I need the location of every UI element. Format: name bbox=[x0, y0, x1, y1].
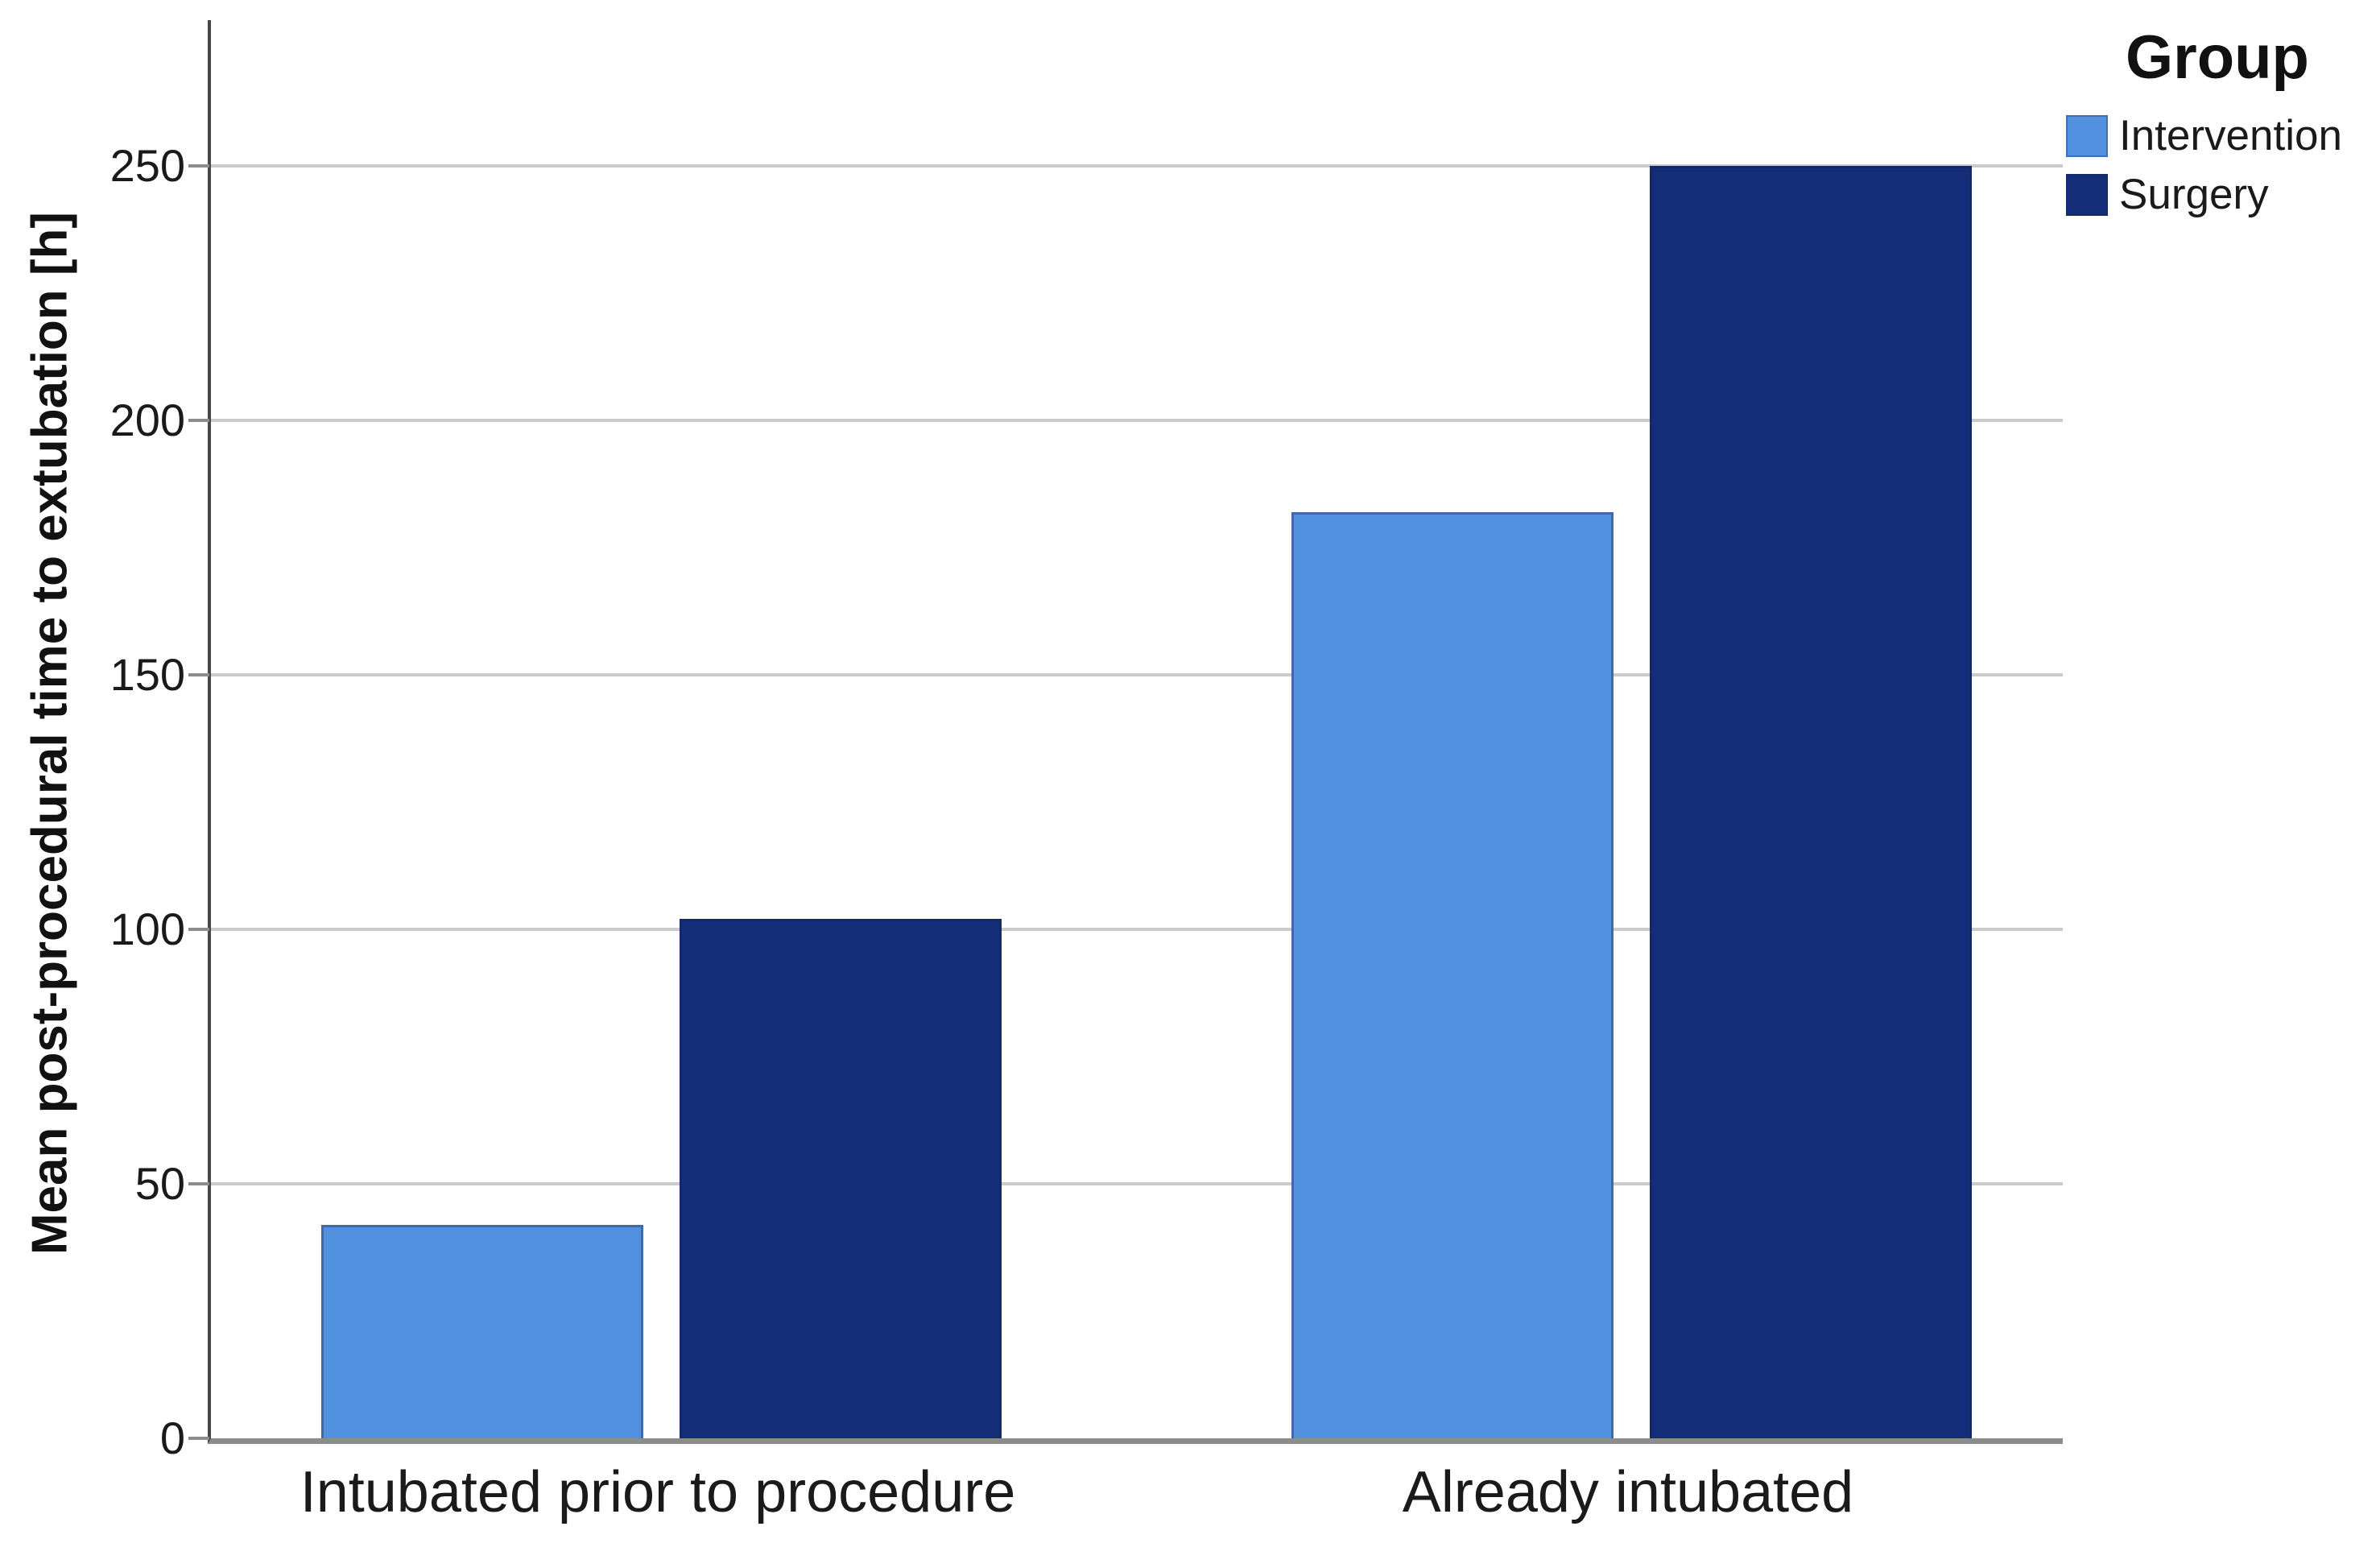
y-tick-mark bbox=[188, 419, 209, 422]
legend: Group Intervention Surgery bbox=[2066, 24, 2342, 229]
y-tick-label: 200 bbox=[109, 395, 185, 445]
y-tick-label: 150 bbox=[109, 649, 185, 700]
x-category-label: Intubated prior to procedure bbox=[300, 1460, 1016, 1524]
legend-item: Intervention bbox=[2066, 111, 2342, 160]
gridline bbox=[211, 1182, 2063, 1185]
y-tick-label: 0 bbox=[159, 1413, 185, 1463]
bar-intervention-group1 bbox=[321, 1225, 643, 1438]
legend-swatch-intervention bbox=[2066, 114, 2108, 157]
gridline bbox=[211, 673, 2063, 676]
legend-item: Surgery bbox=[2066, 170, 2342, 219]
legend-item-label: Surgery bbox=[2119, 171, 2269, 218]
gridline bbox=[211, 419, 2063, 422]
bar-surgery-group1 bbox=[680, 919, 1002, 1438]
y-tick-label: 100 bbox=[109, 904, 185, 954]
y-tick-mark bbox=[188, 1182, 209, 1185]
bar-intervention-group2 bbox=[1291, 512, 1614, 1438]
y-tick-mark bbox=[188, 1437, 209, 1440]
bar-surgery-group2 bbox=[1650, 166, 1972, 1438]
plot-area bbox=[208, 20, 2063, 1444]
x-category-label: Already intubated bbox=[1402, 1460, 1854, 1524]
gridline bbox=[211, 164, 2063, 168]
legend-items: Intervention Surgery bbox=[2066, 111, 2342, 219]
legend-item-label: Intervention bbox=[2119, 112, 2342, 159]
legend-swatch-surgery bbox=[2066, 173, 2108, 216]
y-tick-mark bbox=[188, 164, 209, 168]
y-axis-title: Mean post-procedural time to extubation … bbox=[22, 211, 78, 1255]
y-tick-label: 250 bbox=[109, 140, 185, 191]
y-tick-mark bbox=[188, 673, 209, 676]
y-tick-mark bbox=[188, 928, 209, 931]
legend-title: Group bbox=[2126, 23, 2309, 92]
y-tick-label: 50 bbox=[134, 1158, 185, 1209]
gridline bbox=[211, 928, 2063, 931]
